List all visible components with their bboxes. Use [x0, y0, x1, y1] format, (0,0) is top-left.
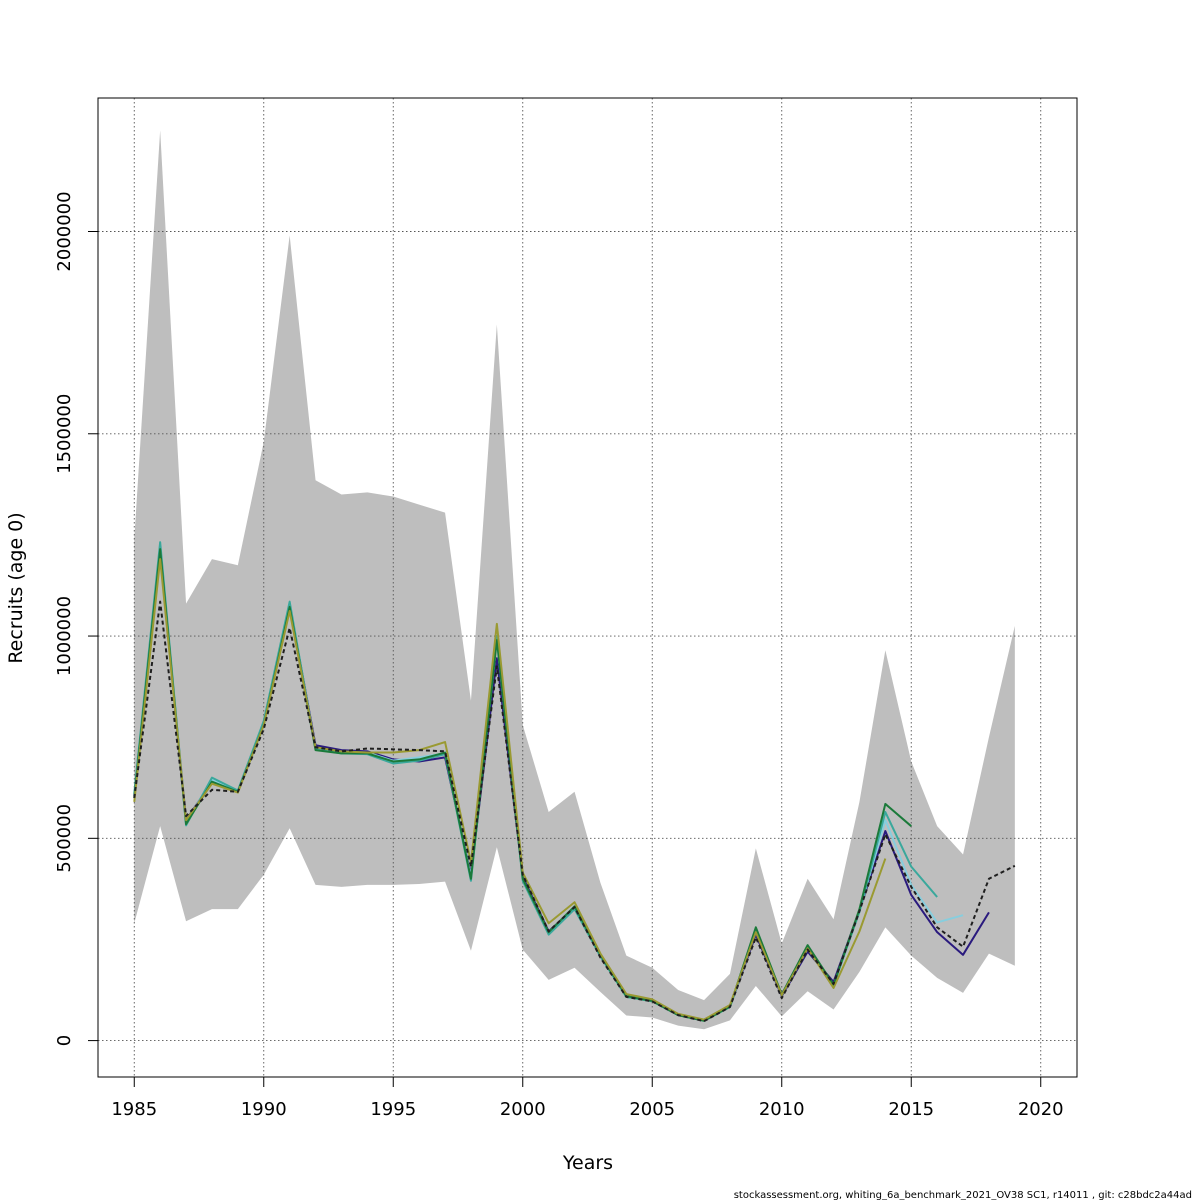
x-tick-label: 2010: [759, 1099, 805, 1120]
x-axis-title: Years: [562, 1152, 613, 1174]
y-axis-title: Recruits (age 0): [5, 512, 27, 663]
y-tick-label: 1000000: [54, 596, 75, 676]
grid-layer: [98, 98, 1077, 1077]
x-tick-label: 2005: [629, 1099, 675, 1120]
series-layer: [133, 541, 1016, 1023]
x-tick-label: 2020: [1018, 1099, 1064, 1120]
x-tick-label: 1995: [370, 1099, 416, 1120]
x-tick-label: 2000: [500, 1099, 546, 1120]
x-tick-label: 1985: [111, 1099, 157, 1120]
y-tick-label: 500000: [54, 804, 75, 873]
x-axis: 1985 1990 1995 2000 2005 2010 2015 2020: [111, 1077, 1064, 1120]
confidence-band-layer: [134, 130, 1015, 1030]
plot-frame: [97, 97, 1078, 1078]
series-line-5: [133, 558, 887, 1021]
y-tick-label: 0: [54, 1035, 75, 1046]
y-axis: 0 500000 1000000 1500000 2000000: [54, 191, 98, 1046]
x-tick-label: 1990: [241, 1099, 287, 1120]
y-tick-label: 2000000: [54, 191, 75, 271]
series-line-0: [133, 600, 1016, 1023]
confidence-band: [134, 130, 1015, 1030]
x-tick-label: 2015: [888, 1099, 934, 1120]
footer-credit: stockassessment.org, whiting_6a_benchmar…: [734, 1190, 1192, 1200]
y-tick-label: 1500000: [54, 394, 75, 474]
